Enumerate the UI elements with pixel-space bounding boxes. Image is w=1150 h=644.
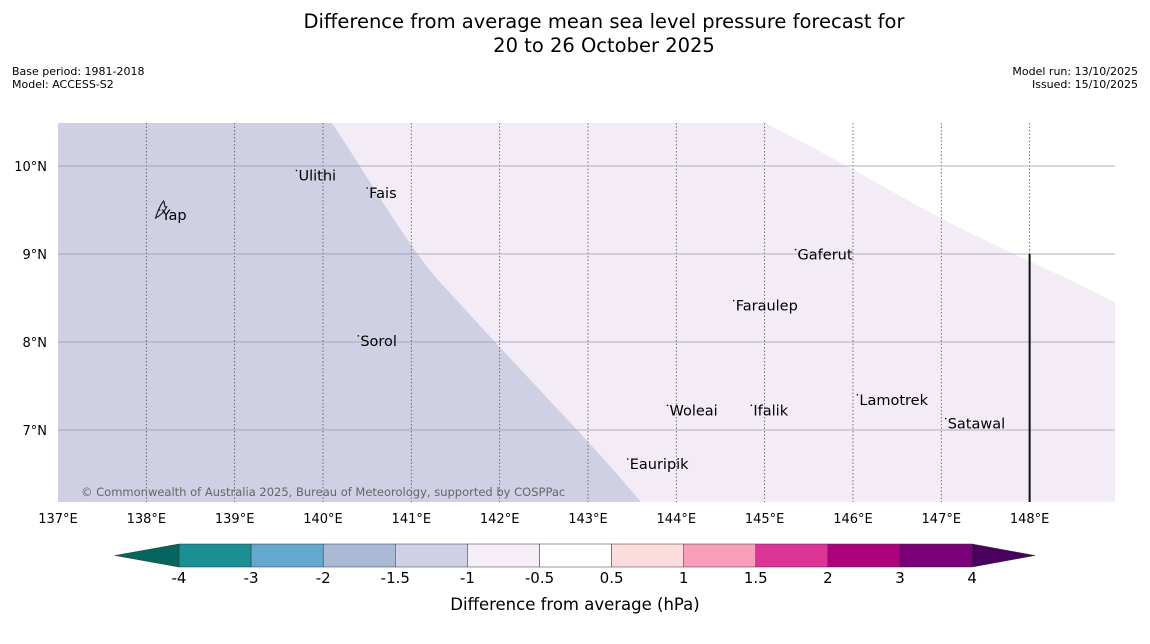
lon-tick-label: 141°E xyxy=(392,512,432,527)
colorbar-bin xyxy=(322,543,396,568)
colorbar-tick-label: -1.5 xyxy=(381,569,410,587)
island-label: Woleai xyxy=(669,403,717,419)
colorbar: -4 -3 -2 -1.5 -1 -0.5 0.5 1 1.5 2 3 4 xyxy=(114,543,1036,587)
colorbar-tick-label: 4 xyxy=(967,569,977,587)
yap-island-shape xyxy=(154,199,168,220)
island-marker xyxy=(357,335,360,337)
colorbar-bin xyxy=(250,543,324,568)
colorbar-tick-label: 2 xyxy=(823,569,833,587)
island-marker xyxy=(750,404,753,407)
lon-tick-label: 143°E xyxy=(568,512,608,527)
base-period-text: Base period: 1981-2018 xyxy=(12,65,145,78)
colorbar-bin xyxy=(611,543,684,568)
lon-tick-label: 139°E xyxy=(215,512,255,527)
meta-left: Base period: 1981-2018 Model: ACCESS-S2 xyxy=(12,65,144,91)
model-text: Model: ACCESS-S2 xyxy=(12,78,114,91)
island-marker xyxy=(944,417,947,420)
colorbar-bin xyxy=(899,543,973,568)
colorbar-bin xyxy=(683,543,757,568)
colorbar-tick-label: 3 xyxy=(895,569,905,587)
island-marker xyxy=(295,169,298,172)
island-label: Sorol xyxy=(360,334,397,350)
model-run-text: Model run: 13/10/2025 xyxy=(1012,65,1138,78)
axes: 137°E 138°E 139°E 140°E 141°E 142°E 143°E 144°E… xyxy=(14,160,1049,527)
island-marker xyxy=(732,299,735,302)
island-marker xyxy=(794,248,797,251)
lon-tick-label: 142°E xyxy=(480,512,520,527)
lon-tick-label: 137°E xyxy=(38,512,78,527)
colorbar-tick-label: -1 xyxy=(460,569,475,587)
colorbar-low-extend xyxy=(114,543,180,568)
island-label: Eauripik xyxy=(630,457,689,473)
colorbar-tick-label: -0.5 xyxy=(525,569,554,587)
lon-tick-label: 146°E xyxy=(833,512,873,527)
map-background-corner xyxy=(764,123,1115,303)
lat-tick-label: 10°N xyxy=(14,160,47,175)
lon-tick-label: 145°E xyxy=(745,512,785,527)
island-label: Yap xyxy=(161,208,187,224)
colorbar-bin xyxy=(467,543,540,568)
map-title: Difference from average mean sea level p… xyxy=(0,10,1150,58)
map-title-line2: 20 to 26 October 2025 xyxy=(493,34,715,57)
island-marker xyxy=(666,404,669,407)
colorbar-title: Difference from average (hPa) xyxy=(450,595,699,614)
colorbar-tick-label: 1 xyxy=(679,569,689,587)
island-labels: Yap Ulithi Fais Gaferut Faraulep Sorol Woleai I… xyxy=(158,168,1005,473)
map-area: Yap Ulithi Fais Gaferut Faraulep Sorol Woleai I… xyxy=(58,123,1115,502)
colorbar-tick-label: -3 xyxy=(244,569,259,587)
island-marker xyxy=(366,187,368,189)
colorbar-tick-label: 0.5 xyxy=(600,569,624,587)
island-label: Ifalik xyxy=(753,403,788,419)
colorbar-bin xyxy=(178,543,252,568)
colorbar-bin xyxy=(755,543,829,568)
island-label: Faraulep xyxy=(736,299,798,315)
island-label: Ulithi xyxy=(298,168,336,184)
island-label: Satawal xyxy=(948,417,1005,433)
meta-right: Model run: 13/10/2025 Issued: 15/10/2025 xyxy=(1012,65,1138,91)
colorbar-bin xyxy=(827,543,901,568)
lon-tick-label: 144°E xyxy=(657,512,697,527)
island-label: Fais xyxy=(369,186,396,202)
island-marker xyxy=(856,394,859,396)
lon-tick-label: 148°E xyxy=(1010,512,1050,527)
island-marker xyxy=(158,209,161,211)
anomaly-region-dark xyxy=(58,123,641,502)
island-label: Lamotrek xyxy=(859,393,928,409)
copyright-text: © Commonwealth of Australia 2025, Bureau… xyxy=(81,485,565,499)
issued-text: Issued: 15/10/2025 xyxy=(1031,78,1138,91)
colorbar-tick-label: 1.5 xyxy=(744,569,768,587)
map-title-line1: Difference from average mean sea level p… xyxy=(303,10,905,33)
lon-tick-label: 140°E xyxy=(303,512,343,527)
lat-tick-label: 9°N xyxy=(23,248,48,263)
lon-tick-label: 138°E xyxy=(127,512,167,527)
island-label: Gaferut xyxy=(798,248,853,264)
lat-tick-label: 7°N xyxy=(23,424,48,439)
colorbar-bin xyxy=(539,543,612,568)
colorbar-tick-label: -2 xyxy=(316,569,331,587)
lat-tick-label: 8°N xyxy=(23,336,48,351)
colorbar-bin xyxy=(395,543,468,568)
colorbar-tick-label: -4 xyxy=(172,569,187,587)
colorbar-high-extend xyxy=(971,543,1036,568)
island-marker xyxy=(626,458,629,460)
lon-tick-label: 147°E xyxy=(922,512,962,527)
